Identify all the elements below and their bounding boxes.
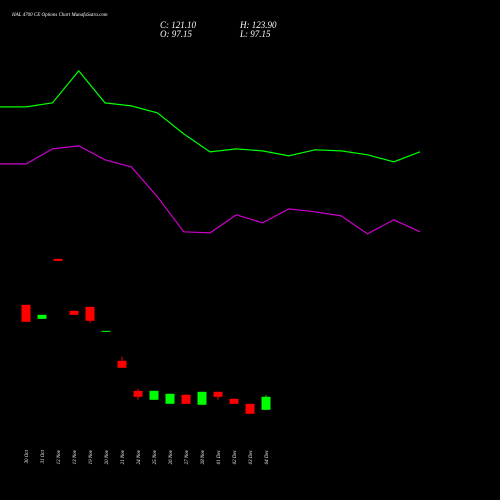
x-tick-label: 30 Oct <box>25 449 30 463</box>
candle-body <box>181 394 191 404</box>
x-tick-label: 12 Nov <box>57 449 62 464</box>
candle-body <box>261 396 271 410</box>
x-tick-label: 26 Nov <box>169 449 174 464</box>
candle-body <box>21 304 31 322</box>
x-tick-label: 27 Nov <box>185 449 190 464</box>
candle-body <box>53 258 63 261</box>
x-tick-label: 19 Nov <box>89 449 94 464</box>
candle-body <box>133 390 143 397</box>
chart-title: HAL 4700 CE Options Chart MunafaSutra.co… <box>11 13 108 18</box>
x-tick-label: 03 Dec <box>249 449 254 464</box>
x-tick-label: 20 Nov <box>105 449 110 464</box>
candle-body <box>229 398 239 404</box>
candle-body <box>117 360 127 368</box>
candle-body <box>165 393 175 404</box>
low-label: L: 97.15 <box>239 29 271 39</box>
indicator-line <box>0 145 421 235</box>
candle-body <box>149 390 159 400</box>
x-tick-label: 24 Nov <box>137 449 142 464</box>
high-label: H: 123.90 <box>239 20 277 30</box>
x-tick-label: 21 Nov <box>121 449 126 464</box>
x-tick-label: 13 Nov <box>73 449 78 464</box>
x-tick-label: 31 Oct <box>41 449 46 463</box>
x-tick-label: 25 Nov <box>153 449 158 464</box>
x-tick-label: 04 Dec <box>265 449 270 464</box>
open-label: O: 97.15 <box>160 29 192 39</box>
x-tick-label: 01 Dec <box>217 449 222 464</box>
indicator-line <box>0 69 421 163</box>
candle-body <box>69 310 79 315</box>
candle-body <box>213 391 223 397</box>
candle-body <box>101 330 111 332</box>
candle-body <box>37 314 47 319</box>
candle-body <box>197 391 207 405</box>
candle-body <box>85 306 95 321</box>
x-tick-label: 02 Dec <box>233 449 238 464</box>
x-tick-label: 28 Nov <box>201 449 206 464</box>
candle-body <box>245 403 255 414</box>
close-label: C: 121.10 <box>160 20 197 30</box>
